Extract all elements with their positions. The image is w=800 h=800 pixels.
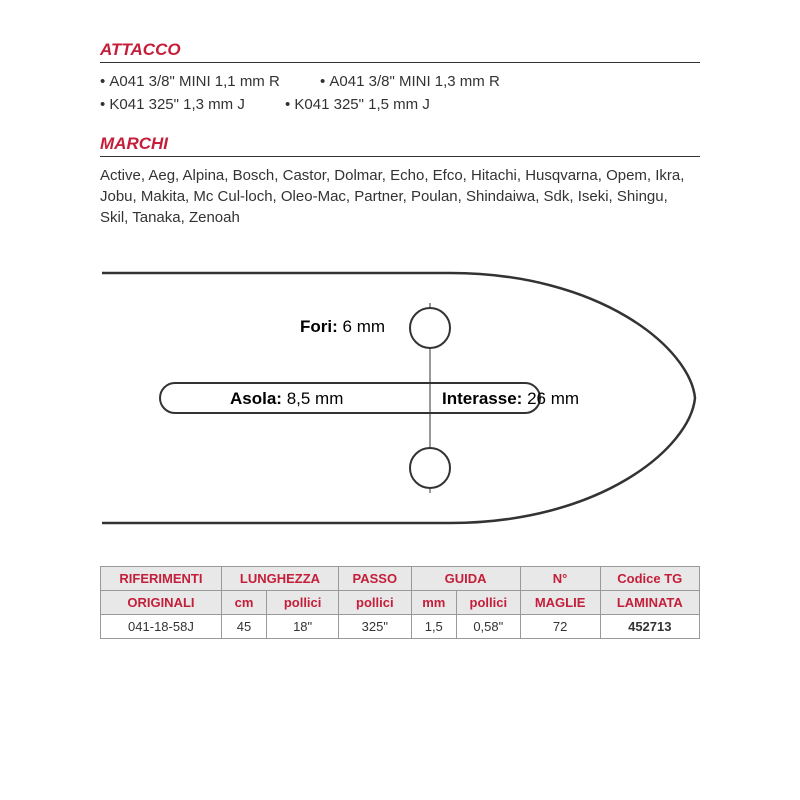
cell-pollici-guida: 0,58" bbox=[456, 615, 520, 639]
attacco-list: • A041 3/8" MINI 1,1 mm R • A041 3/8" MI… bbox=[100, 71, 700, 116]
cell-passo: 325" bbox=[339, 615, 411, 639]
fori-label: Fori: bbox=[300, 317, 338, 336]
th-pollici3: pollici bbox=[456, 591, 520, 615]
attacco-item-text: K041 325" 1,3 mm J bbox=[109, 94, 244, 117]
table-row: 041-18-58J 45 18" 325" 1,5 0,58" 72 4527… bbox=[101, 615, 700, 639]
svg-text:Interasse: 26 mm: Interasse: 26 mm bbox=[442, 389, 579, 408]
asola-label: Asola: bbox=[230, 389, 282, 408]
th-originali: ORIGINALI bbox=[101, 591, 222, 615]
interasse-value: 26 mm bbox=[527, 389, 579, 408]
cell-rif: 041-18-58J bbox=[101, 615, 222, 639]
svg-text:Asola: 8,5 mm: Asola: 8,5 mm bbox=[230, 389, 343, 408]
th-guida: GUIDA bbox=[411, 567, 520, 591]
th-codice-tg: Codice TG bbox=[600, 567, 699, 591]
attacco-item-text: K041 325" 1,5 mm J bbox=[294, 94, 429, 117]
bar-mount-diagram: Fori: 6 mm Asola: 8,5 mm Interasse: 26 m… bbox=[100, 248, 700, 548]
th-lunghezza: LUNGHEZZA bbox=[221, 567, 338, 591]
asola-value: 8,5 mm bbox=[287, 389, 344, 408]
svg-text:Fori: 6 mm: Fori: 6 mm bbox=[300, 317, 385, 336]
attacco-item: • K041 325" 1,5 mm J bbox=[285, 94, 448, 117]
attacco-item-text: A041 3/8" MINI 1,1 mm R bbox=[109, 71, 279, 94]
attacco-header: ATTACCO bbox=[100, 40, 700, 63]
th-laminata: LAMINATA bbox=[600, 591, 699, 615]
interasse-label: Interasse: bbox=[442, 389, 522, 408]
cell-mm: 1,5 bbox=[411, 615, 456, 639]
attacco-item: • A041 3/8" MINI 1,1 mm R bbox=[100, 71, 298, 94]
fori-value: 6 mm bbox=[343, 317, 386, 336]
th-passo: PASSO bbox=[339, 567, 411, 591]
th-pollici2: pollici bbox=[339, 591, 411, 615]
cell-cm: 45 bbox=[221, 615, 266, 639]
th-riferimenti: RIFERIMENTI bbox=[101, 567, 222, 591]
th-maglie: MAGLIE bbox=[520, 591, 600, 615]
th-n: N° bbox=[520, 567, 600, 591]
cell-pollici-len: 18" bbox=[267, 615, 339, 639]
th-pollici: pollici bbox=[267, 591, 339, 615]
marchi-text: Active, Aeg, Alpina, Bosch, Castor, Dolm… bbox=[100, 165, 700, 228]
spec-table: RIFERIMENTI LUNGHEZZA PASSO GUIDA N° Cod… bbox=[100, 566, 700, 639]
attacco-item: • K041 325" 1,3 mm J bbox=[100, 94, 263, 117]
attacco-item-text: A041 3/8" MINI 1,3 mm R bbox=[329, 71, 499, 94]
th-mm: mm bbox=[411, 591, 456, 615]
th-cm: cm bbox=[221, 591, 266, 615]
cell-tg: 452713 bbox=[600, 615, 699, 639]
marchi-header: MARCHI bbox=[100, 134, 700, 157]
attacco-item: • A041 3/8" MINI 1,3 mm R bbox=[320, 71, 518, 94]
cell-maglie: 72 bbox=[520, 615, 600, 639]
